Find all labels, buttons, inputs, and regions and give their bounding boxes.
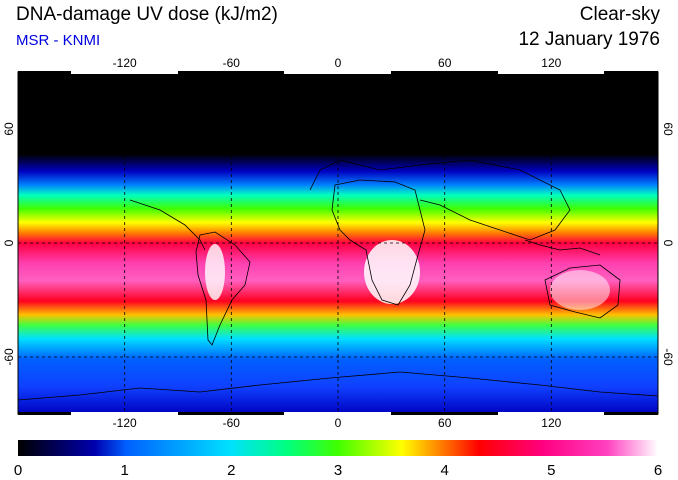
lat-tick-left: 60 <box>2 122 16 136</box>
colorbar-tick: 3 <box>334 462 342 479</box>
source-label: MSR - KNMI <box>16 32 101 49</box>
graticule <box>18 72 658 414</box>
lon-tick-bottom: 60 <box>438 416 452 430</box>
map-title: DNA-damage UV dose (kJ/m2) <box>16 4 278 25</box>
colorbar-tick: 4 <box>441 462 449 479</box>
colorbar-gradient <box>18 440 658 456</box>
lon-tick-top: 0 <box>335 56 342 70</box>
map-frame <box>17 71 659 415</box>
date-label: 12 January 1976 <box>518 29 660 50</box>
australia-hotspot <box>550 270 610 310</box>
lon-tick-top: -120 <box>113 56 137 70</box>
south-america-hotspot <box>205 244 225 300</box>
lat-tick-right: 0 <box>661 240 675 247</box>
sky-condition-label: Clear-sky <box>579 4 660 25</box>
lon-tick-bottom: 0 <box>335 416 342 430</box>
colorbar-tick: 6 <box>654 462 662 479</box>
lon-tick-bottom: 120 <box>541 416 561 430</box>
colorbar-tick: 1 <box>121 462 129 479</box>
lon-tick-top: 120 <box>541 56 561 70</box>
colorbar-tick: 5 <box>547 462 555 479</box>
lat-tick-right: -60 <box>661 348 675 366</box>
lat-tick-left: -60 <box>2 348 16 366</box>
colorbar-tick: 2 <box>227 462 235 479</box>
lon-tick-top: 60 <box>438 56 452 70</box>
lat-tick-left: 0 <box>2 239 16 246</box>
lon-tick-bottom: -60 <box>223 416 241 430</box>
lon-tick-top: -60 <box>223 56 241 70</box>
coastlines <box>18 159 658 401</box>
colorbar-tick: 0 <box>14 462 22 479</box>
lon-tick-bottom: -120 <box>113 416 137 430</box>
africa-hotspot <box>364 240 420 304</box>
lat-tick-right: 60 <box>661 122 675 136</box>
